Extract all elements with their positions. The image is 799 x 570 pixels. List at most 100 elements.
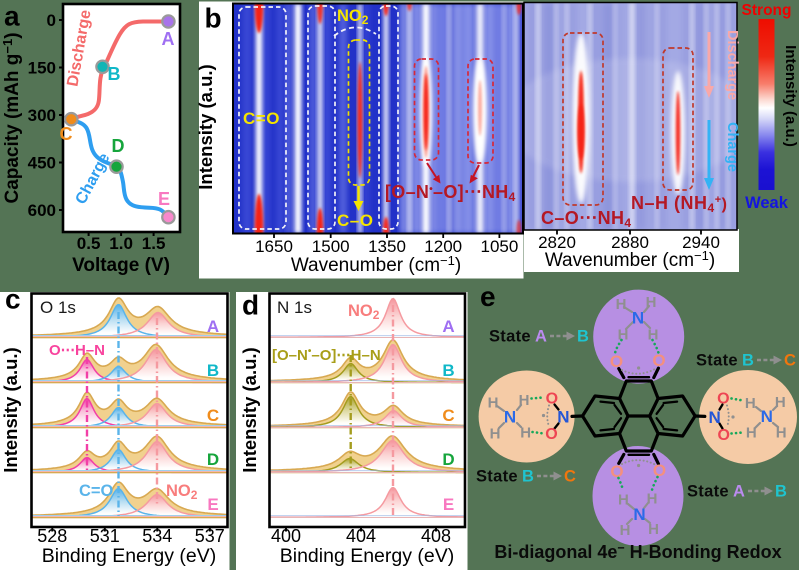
svg-text:2880: 2880 xyxy=(611,233,649,252)
svg-text:H: H xyxy=(647,491,658,508)
svg-text:534: 534 xyxy=(142,526,172,546)
svg-text:B: B xyxy=(442,361,454,380)
svg-text:600: 600 xyxy=(28,201,56,220)
svg-text:[O–N•–O]⋅⋅⋅NH4: [O–N•–O]⋅⋅⋅NH4 xyxy=(385,182,516,204)
svg-text:H: H xyxy=(776,425,787,442)
svg-text:C–O: C–O xyxy=(337,211,373,230)
svg-text:1.0: 1.0 xyxy=(109,234,133,253)
svg-text:B: B xyxy=(522,468,534,486)
svg-text:C=O: C=O xyxy=(243,109,280,128)
svg-text:A: A xyxy=(207,317,219,336)
svg-text:N: N xyxy=(708,408,720,427)
svg-text:E: E xyxy=(207,495,218,514)
svg-text:1050: 1050 xyxy=(480,237,518,256)
svg-text:N 1s: N 1s xyxy=(277,298,312,317)
svg-text:300: 300 xyxy=(28,106,56,125)
svg-text:C: C xyxy=(442,406,454,425)
svg-text:O: O xyxy=(653,461,666,480)
svg-text:State: State xyxy=(489,328,531,346)
svg-text:e: e xyxy=(480,281,496,312)
svg-text:A: A xyxy=(733,483,745,501)
svg-text:N: N xyxy=(761,407,773,426)
svg-text:H: H xyxy=(618,492,629,509)
svg-text:C: C xyxy=(60,124,73,144)
svg-text:E: E xyxy=(158,189,170,209)
svg-text:B: B xyxy=(108,64,121,84)
svg-text:Capacity (mAh g−1): Capacity (mAh g−1) xyxy=(0,32,23,203)
svg-text:Wavenumber (cm−1): Wavenumber (cm−1) xyxy=(545,248,715,271)
svg-text:Binding Energy (eV): Binding Energy (eV) xyxy=(280,545,455,567)
svg-text:O: O xyxy=(545,426,557,443)
svg-text:C–O⋅⋅⋅NH4: C–O⋅⋅⋅NH4 xyxy=(541,208,631,230)
svg-text:N: N xyxy=(632,309,644,328)
svg-text:1500: 1500 xyxy=(312,237,350,256)
svg-text:A: A xyxy=(442,317,454,336)
svg-text:1650: 1650 xyxy=(255,237,293,256)
svg-text:b: b xyxy=(205,3,222,34)
svg-text:NO2: NO2 xyxy=(337,7,369,27)
svg-text:NO2: NO2 xyxy=(166,482,198,502)
svg-text:404: 404 xyxy=(346,526,376,546)
svg-text:NO2: NO2 xyxy=(348,302,380,322)
svg-text:Intensity (a.u.): Intensity (a.u.) xyxy=(195,64,216,189)
svg-text:Strong: Strong xyxy=(742,2,792,19)
svg-text:C=O: C=O xyxy=(79,482,114,500)
svg-text:H: H xyxy=(488,395,499,412)
svg-text:H: H xyxy=(746,425,757,442)
svg-text:Bi-diagonal 4e− H-Bonding Redo: Bi-diagonal 4e− H-Bonding Redox xyxy=(494,541,781,562)
svg-text:H: H xyxy=(745,395,756,412)
svg-text:D: D xyxy=(207,450,219,469)
svg-text:Intensity (a.u.): Intensity (a.u.) xyxy=(0,347,21,472)
svg-text:O: O xyxy=(610,352,623,371)
svg-text:State: State xyxy=(687,483,729,501)
svg-text:Charge: Charge xyxy=(724,122,740,172)
svg-text:2940: 2940 xyxy=(682,233,720,252)
svg-text:N: N xyxy=(633,505,645,524)
svg-text:408: 408 xyxy=(421,526,451,546)
svg-text:A: A xyxy=(162,29,175,49)
svg-text:C: C xyxy=(784,352,796,370)
svg-text:D: D xyxy=(112,136,125,156)
svg-text:O 1s: O 1s xyxy=(40,298,76,317)
svg-text:N: N xyxy=(504,408,516,427)
svg-text:H: H xyxy=(775,394,786,411)
svg-text:O: O xyxy=(717,427,729,444)
svg-text:[O–N•–O]⋅⋅⋅H–N: [O–N•–O]⋅⋅⋅H–N xyxy=(272,346,381,364)
svg-text:1200: 1200 xyxy=(424,237,462,256)
svg-text:d: d xyxy=(242,290,259,321)
svg-text:B: B xyxy=(775,483,787,501)
svg-text:H: H xyxy=(490,426,501,443)
svg-text:O: O xyxy=(546,391,558,408)
svg-text:Weak: Weak xyxy=(745,194,789,212)
svg-text:O: O xyxy=(717,391,729,408)
svg-text:2820: 2820 xyxy=(538,233,576,252)
svg-text:N–H (NH4+): N–H (NH4+) xyxy=(631,193,727,215)
svg-text:C: C xyxy=(207,406,219,425)
svg-text:Binding Energy (eV): Binding Energy (eV) xyxy=(42,545,217,567)
svg-text:H: H xyxy=(620,522,631,539)
svg-text:State: State xyxy=(476,468,518,486)
svg-text:Wavenumber (cm−1): Wavenumber (cm−1) xyxy=(291,253,461,276)
svg-text:H: H xyxy=(648,521,659,538)
svg-text:531: 531 xyxy=(90,526,120,546)
svg-text:0: 0 xyxy=(47,11,56,30)
svg-text:0.5: 0.5 xyxy=(77,234,101,253)
svg-text:B: B xyxy=(207,361,219,380)
svg-text:B: B xyxy=(577,328,589,346)
svg-text:H: H xyxy=(646,294,657,311)
svg-text:C: C xyxy=(564,468,576,486)
svg-text:A: A xyxy=(535,328,547,346)
svg-text:Intensity (a.u.): Intensity (a.u.) xyxy=(782,45,799,147)
svg-text:D: D xyxy=(442,450,454,469)
svg-text:State: State xyxy=(696,352,738,370)
svg-text:Voltage (V): Voltage (V) xyxy=(72,255,170,276)
svg-text:Intensity (a.u.): Intensity (a.u.) xyxy=(239,347,260,472)
svg-text:B: B xyxy=(742,352,754,370)
svg-text:150: 150 xyxy=(28,59,56,78)
svg-text:O: O xyxy=(652,351,665,370)
svg-text:H: H xyxy=(520,425,531,442)
svg-text:O⋅⋅⋅H–N: O⋅⋅⋅H–N xyxy=(49,342,105,359)
svg-text:537: 537 xyxy=(195,526,225,546)
svg-text:H: H xyxy=(519,392,530,409)
svg-text:400: 400 xyxy=(271,526,301,546)
